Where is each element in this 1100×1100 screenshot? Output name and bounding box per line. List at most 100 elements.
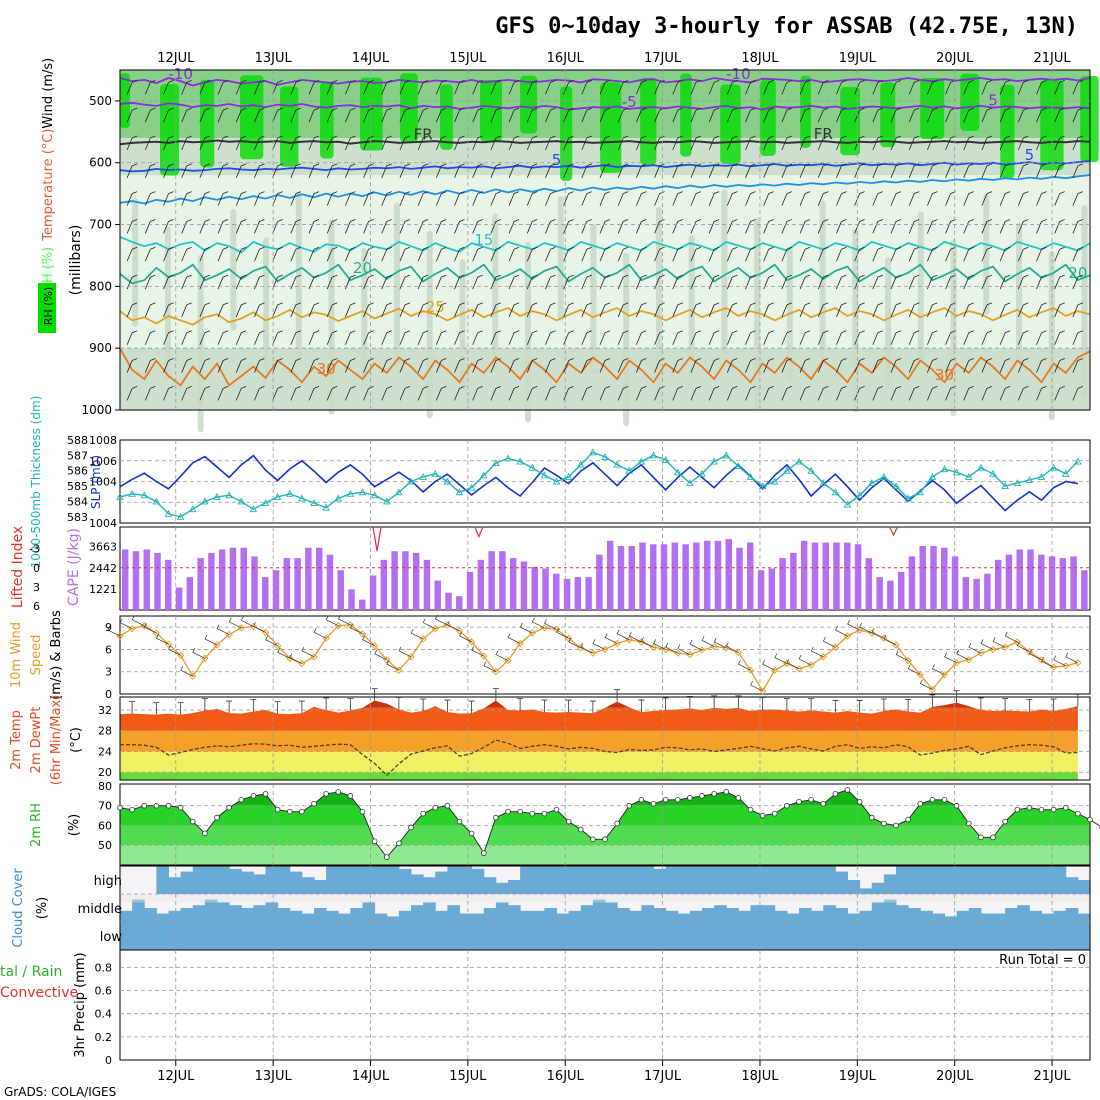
wind-speed-line xyxy=(119,624,1079,693)
wind-barb xyxy=(235,191,247,206)
cloud-low-cell xyxy=(762,922,776,950)
rh-band xyxy=(120,348,1090,410)
temp-max-whisker xyxy=(589,700,596,714)
date-label-top: 21JUL xyxy=(1033,51,1071,66)
cloud-low-cell xyxy=(993,922,1006,950)
wind-barb xyxy=(199,219,211,234)
wind-barb xyxy=(235,163,247,178)
wind-barb xyxy=(235,219,247,234)
wind-barb xyxy=(617,246,629,262)
wind-barb xyxy=(617,302,629,318)
wind-barb xyxy=(581,330,592,345)
wind-barb xyxy=(526,385,538,401)
wind-barb-10m xyxy=(410,628,424,640)
wind-barb xyxy=(235,274,247,290)
wind-barb xyxy=(144,302,156,318)
rh-marker xyxy=(614,820,620,827)
isotherm-label: 5 xyxy=(988,92,998,110)
wind-barb xyxy=(963,385,974,401)
rh-dry-plume xyxy=(852,228,859,413)
lifted-index-marker xyxy=(372,526,382,552)
wind-barb xyxy=(599,219,611,234)
cloud-middle-cell xyxy=(204,899,218,922)
wind-barb xyxy=(545,246,556,262)
cloud-low-cell xyxy=(883,922,897,950)
cape-bar xyxy=(240,547,247,610)
thickness-marker xyxy=(213,492,221,500)
wind-barb xyxy=(890,219,902,234)
cape-bar xyxy=(294,558,301,610)
wind-barb xyxy=(1036,358,1047,373)
cape-tick-label: 2442 xyxy=(89,562,117,575)
cloud-low-cell xyxy=(750,922,764,950)
thickness-marker xyxy=(1061,469,1070,477)
cloud-high-cell xyxy=(229,868,242,894)
thickness-marker xyxy=(249,505,258,513)
thickness-marker xyxy=(625,466,634,474)
cloud-high-cell xyxy=(544,866,557,894)
cloud-low-cell xyxy=(471,922,485,950)
lifted-index-axis-label: Lifted Index xyxy=(10,526,26,608)
rh-marker xyxy=(723,789,730,795)
cape-bar xyxy=(477,559,485,610)
wind-barb xyxy=(290,358,301,373)
cloud-middle-cell xyxy=(980,913,994,922)
cloud-middle-cell xyxy=(277,908,291,922)
rh-frame xyxy=(119,783,1091,866)
cloud-low-cell xyxy=(726,922,739,950)
cloud-middle-cell xyxy=(811,910,824,922)
cloud-low-cell xyxy=(508,922,521,950)
cloud-low-cell xyxy=(180,922,194,950)
temp-max-whisker xyxy=(226,700,233,714)
wind-barb xyxy=(272,330,283,345)
wind-barb xyxy=(272,302,283,318)
wind-barb xyxy=(927,274,938,290)
wind-barb xyxy=(654,107,665,123)
wind-barb xyxy=(235,358,247,373)
wind-barb xyxy=(726,191,738,206)
wind-barb xyxy=(872,358,883,373)
wind-barb xyxy=(908,274,920,290)
wind-barb xyxy=(363,191,374,206)
temp-band-top xyxy=(120,700,1078,708)
wind-barb xyxy=(763,219,774,234)
cloud-high-cell xyxy=(241,871,254,894)
cloud-layer-label: high xyxy=(94,874,122,889)
cloud-middle-cell xyxy=(568,910,582,922)
temp-max-whisker xyxy=(250,699,257,712)
date-label-bottom: 19JUL xyxy=(839,1069,877,1084)
isotherm-line xyxy=(119,347,1091,387)
precip-tick-label: 0.4 xyxy=(95,1008,113,1021)
cloud-low-cell xyxy=(544,922,557,950)
cape-bar xyxy=(811,542,819,610)
temp-axis-label-1: 2m Temp xyxy=(9,710,24,770)
wind-barb xyxy=(708,191,720,206)
wind-barb xyxy=(345,246,356,262)
wind-barb xyxy=(781,330,793,345)
wind-barb xyxy=(308,330,320,345)
cloud-middle-cell xyxy=(241,908,254,922)
cloud-middle-cell xyxy=(847,913,861,922)
lifted-index-tick-label: 0 xyxy=(33,562,40,575)
rh-marker xyxy=(565,818,572,825)
wind-barb xyxy=(381,385,392,401)
wind-barb xyxy=(927,163,938,178)
cloud-high-cell xyxy=(1077,880,1091,894)
wind-barb xyxy=(963,163,974,178)
wind-barb xyxy=(927,191,938,206)
wind-barb xyxy=(636,330,647,345)
cloud-high-cell xyxy=(580,866,594,894)
wind-barb xyxy=(1036,246,1047,262)
wind-barb xyxy=(963,274,974,290)
wind-barb xyxy=(163,219,174,234)
wind-barb xyxy=(890,302,902,318)
wind-barb xyxy=(708,219,720,234)
wind-barb xyxy=(799,191,811,206)
cape-bar xyxy=(994,559,1002,610)
wind-barb xyxy=(745,107,756,123)
wind-barb-10m xyxy=(653,639,666,650)
wind-barb xyxy=(435,135,447,151)
rh-marker xyxy=(1026,804,1033,811)
wind-barb xyxy=(454,302,465,318)
wind-barb xyxy=(545,219,556,234)
